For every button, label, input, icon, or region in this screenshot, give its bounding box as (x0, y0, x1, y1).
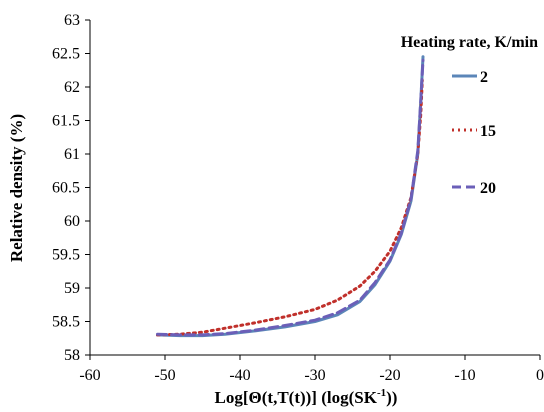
y-tick-label: 59.5 (52, 247, 80, 264)
legend-title: Heating rate, K/min (401, 34, 538, 51)
y-ticks: 58 58.5 59 59.5 60 60.5 61 61.5 62 62.5 63 (52, 12, 90, 364)
x-tick-label: -40 (229, 367, 250, 384)
y-tick-label: 62 (64, 79, 80, 96)
x-tick-label: -30 (304, 367, 325, 384)
y-tick-label: 61 (64, 146, 80, 163)
series-line-2 (156, 55, 425, 338)
y-tick-label: 58.5 (52, 314, 80, 331)
y-tick-label: 59 (64, 280, 80, 297)
y-tick-label: 60 (64, 213, 80, 230)
x-axis-title-end: )) (386, 388, 397, 407)
x-tick-label: -60 (79, 367, 100, 384)
y-tick-label: 60.5 (52, 180, 80, 197)
legend-label-2: 2 (480, 69, 488, 86)
y-tick-label: 61.5 (52, 113, 80, 130)
y-tick-label: 58 (64, 347, 80, 364)
series-line-20 (156, 58, 425, 337)
x-tick-label: -10 (454, 367, 475, 384)
x-axis-title: Log[Θ(t,T(t))] (log(SK-1)) (215, 387, 398, 407)
legend-label-20: 20 (480, 180, 496, 197)
x-tick-label: 0 (536, 367, 544, 384)
y-tick-label: 63 (64, 12, 80, 29)
y-axis-title: Relative density (%) (7, 114, 26, 262)
series-line-15 (156, 78, 424, 337)
x-tick-label: -20 (379, 367, 400, 384)
x-axis-title-main: Log[Θ(t,T(t))] (log(SK (215, 388, 378, 407)
y-tick-label: 62.5 (52, 46, 80, 63)
legend-label-15: 15 (480, 123, 496, 140)
x-axis-title-sup: -1 (377, 387, 386, 399)
x-ticks: -60 -50 -40 -30 -20 -10 0 (79, 355, 544, 384)
legend: Heating rate, K/min 2 15 20 (401, 34, 538, 197)
series-layer (156, 55, 425, 338)
x-tick-label: -50 (154, 367, 175, 384)
